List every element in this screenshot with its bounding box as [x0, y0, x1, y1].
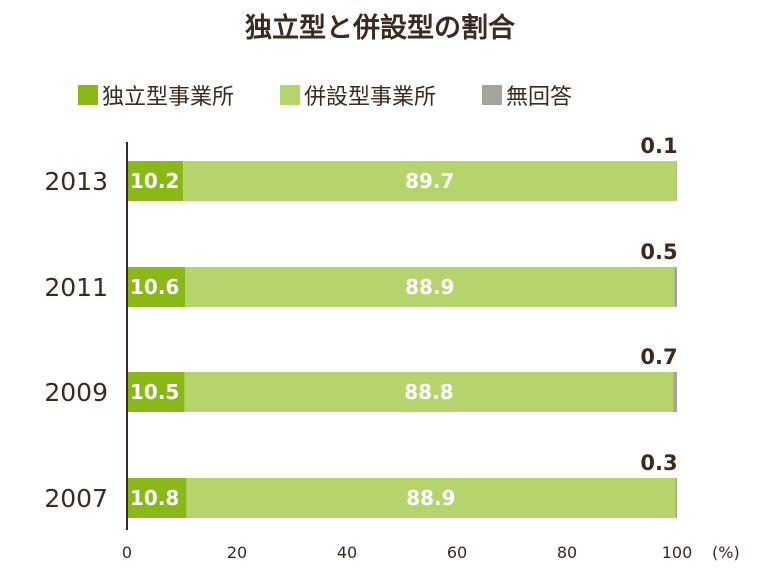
data-label-2007-no-answer: 0.3 — [640, 451, 677, 475]
legend-swatch-independent — [78, 85, 98, 105]
legend-swatch-no-answer — [482, 85, 503, 105]
category-label-2013: 2013 — [44, 167, 108, 196]
x-tick-label-20: 20 — [227, 543, 247, 562]
x-axis-unit: (%) — [712, 543, 740, 562]
data-label-2011-no-answer: 0.5 — [640, 240, 677, 264]
bar-2013-series-0 — [127, 161, 184, 201]
data-label-2007-series-0: 10.8 — [130, 486, 179, 510]
legend: 独立型事業所 併設型事業所 無回答 — [78, 80, 618, 110]
bar-2007-series-0 — [127, 478, 187, 518]
chart-title: 独立型と併設型の割合 — [245, 13, 515, 44]
x-tick-label-0: 0 — [122, 543, 132, 562]
legend-item-no-answer: 無回答 — [482, 79, 572, 111]
data-label-2013-no-answer: 0.1 — [640, 134, 677, 158]
x-tick-label-100: 100 — [662, 543, 693, 562]
legend-label-attached: 併設型事業所 — [304, 85, 437, 110]
x-tick-label-80: 80 — [557, 543, 577, 562]
data-label-2011-series-0: 10.6 — [130, 275, 179, 299]
data-label-2011-series-1: 88.9 — [405, 275, 454, 299]
data-label-2009-series-0: 10.5 — [130, 380, 179, 404]
bar-2009-series-2 — [673, 372, 677, 412]
data-label-2009-series-1: 88.8 — [404, 380, 453, 404]
bar-2011-series-2 — [674, 267, 677, 307]
legend-item-independent: 独立型事業所 — [78, 79, 234, 111]
bar-2011-series-1 — [185, 267, 675, 307]
bar-2013-series-2 — [676, 161, 677, 201]
data-label-2007-series-1: 88.9 — [406, 486, 455, 510]
x-tick-label-60: 60 — [447, 543, 467, 562]
data-label-2013-series-0: 10.2 — [130, 169, 179, 193]
x-tick-label-40: 40 — [337, 543, 357, 562]
bar-2011-series-0 — [127, 267, 186, 307]
legend-label-independent: 独立型事業所 — [102, 85, 235, 110]
category-label-2007: 2007 — [44, 484, 108, 513]
bar-2013-series-1 — [183, 161, 677, 201]
category-label-2011: 2011 — [44, 273, 108, 302]
bar-2009-series-0 — [127, 372, 185, 412]
legend-swatch-attached — [280, 85, 301, 105]
legend-item-attached: 併設型事業所 — [280, 79, 436, 111]
bar-2009-series-1 — [184, 372, 674, 412]
legend-label-no-answer: 無回答 — [506, 85, 573, 110]
data-label-2009-no-answer: 0.7 — [640, 345, 677, 369]
category-label-2009: 2009 — [44, 378, 108, 407]
bar-2007-series-2 — [675, 478, 677, 518]
bar-2007-series-1 — [186, 478, 676, 518]
data-label-2013-series-1: 89.7 — [405, 169, 454, 193]
